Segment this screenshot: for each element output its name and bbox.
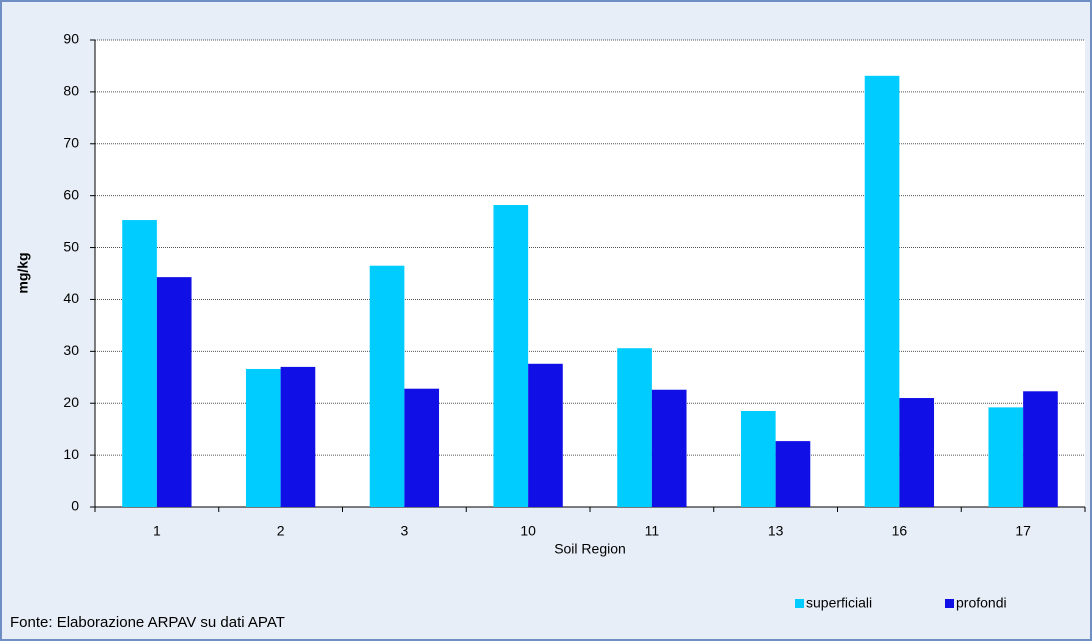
- y-tick-label: 0: [71, 498, 79, 514]
- y-tick-label: 60: [63, 186, 79, 202]
- x-axis-label: Soil Region: [554, 541, 626, 557]
- x-tick-label: 13: [768, 523, 784, 539]
- y-tick-label: 20: [63, 394, 79, 410]
- y-tick-label: 90: [63, 31, 79, 47]
- bar: [528, 363, 563, 507]
- bar: [245, 368, 281, 507]
- y-tick-label: 40: [63, 290, 79, 306]
- plot-area: [95, 40, 1085, 507]
- bar: [156, 277, 192, 507]
- bar: [122, 220, 157, 507]
- legend-swatch: [945, 599, 954, 608]
- x-tick-label: 1: [153, 523, 161, 539]
- y-tick-label: 50: [63, 238, 79, 254]
- x-tick-label: 3: [400, 523, 408, 539]
- y-axis-label: mg/kg: [15, 252, 31, 293]
- bar: [651, 389, 687, 507]
- bar: [369, 265, 405, 507]
- y-tick-label: 80: [63, 83, 79, 99]
- source-note: Fonte: Elaborazione ARPAV su dati APAT: [10, 614, 285, 631]
- x-tick-label: 17: [1015, 523, 1031, 539]
- legend-swatch: [795, 599, 804, 608]
- bar: [1023, 391, 1058, 507]
- legend-label: superficiali: [806, 595, 872, 611]
- bar: [740, 411, 776, 507]
- x-tick-label: 10: [520, 523, 536, 539]
- y-tick-label: 10: [63, 446, 79, 462]
- x-tick-label: 11: [645, 523, 660, 539]
- bar: [988, 407, 1024, 507]
- bar: [493, 205, 529, 508]
- x-tick-label: 2: [277, 523, 285, 539]
- bar: [864, 75, 900, 507]
- bar: [899, 398, 935, 507]
- bar: [775, 441, 811, 507]
- y-tick-label: 30: [63, 342, 79, 358]
- bar: [280, 366, 316, 507]
- bar: [617, 348, 652, 507]
- y-tick-label: 70: [63, 134, 79, 150]
- bar: [404, 388, 440, 507]
- x-tick-label: 16: [892, 523, 908, 539]
- legend-label: profondi: [956, 595, 1007, 611]
